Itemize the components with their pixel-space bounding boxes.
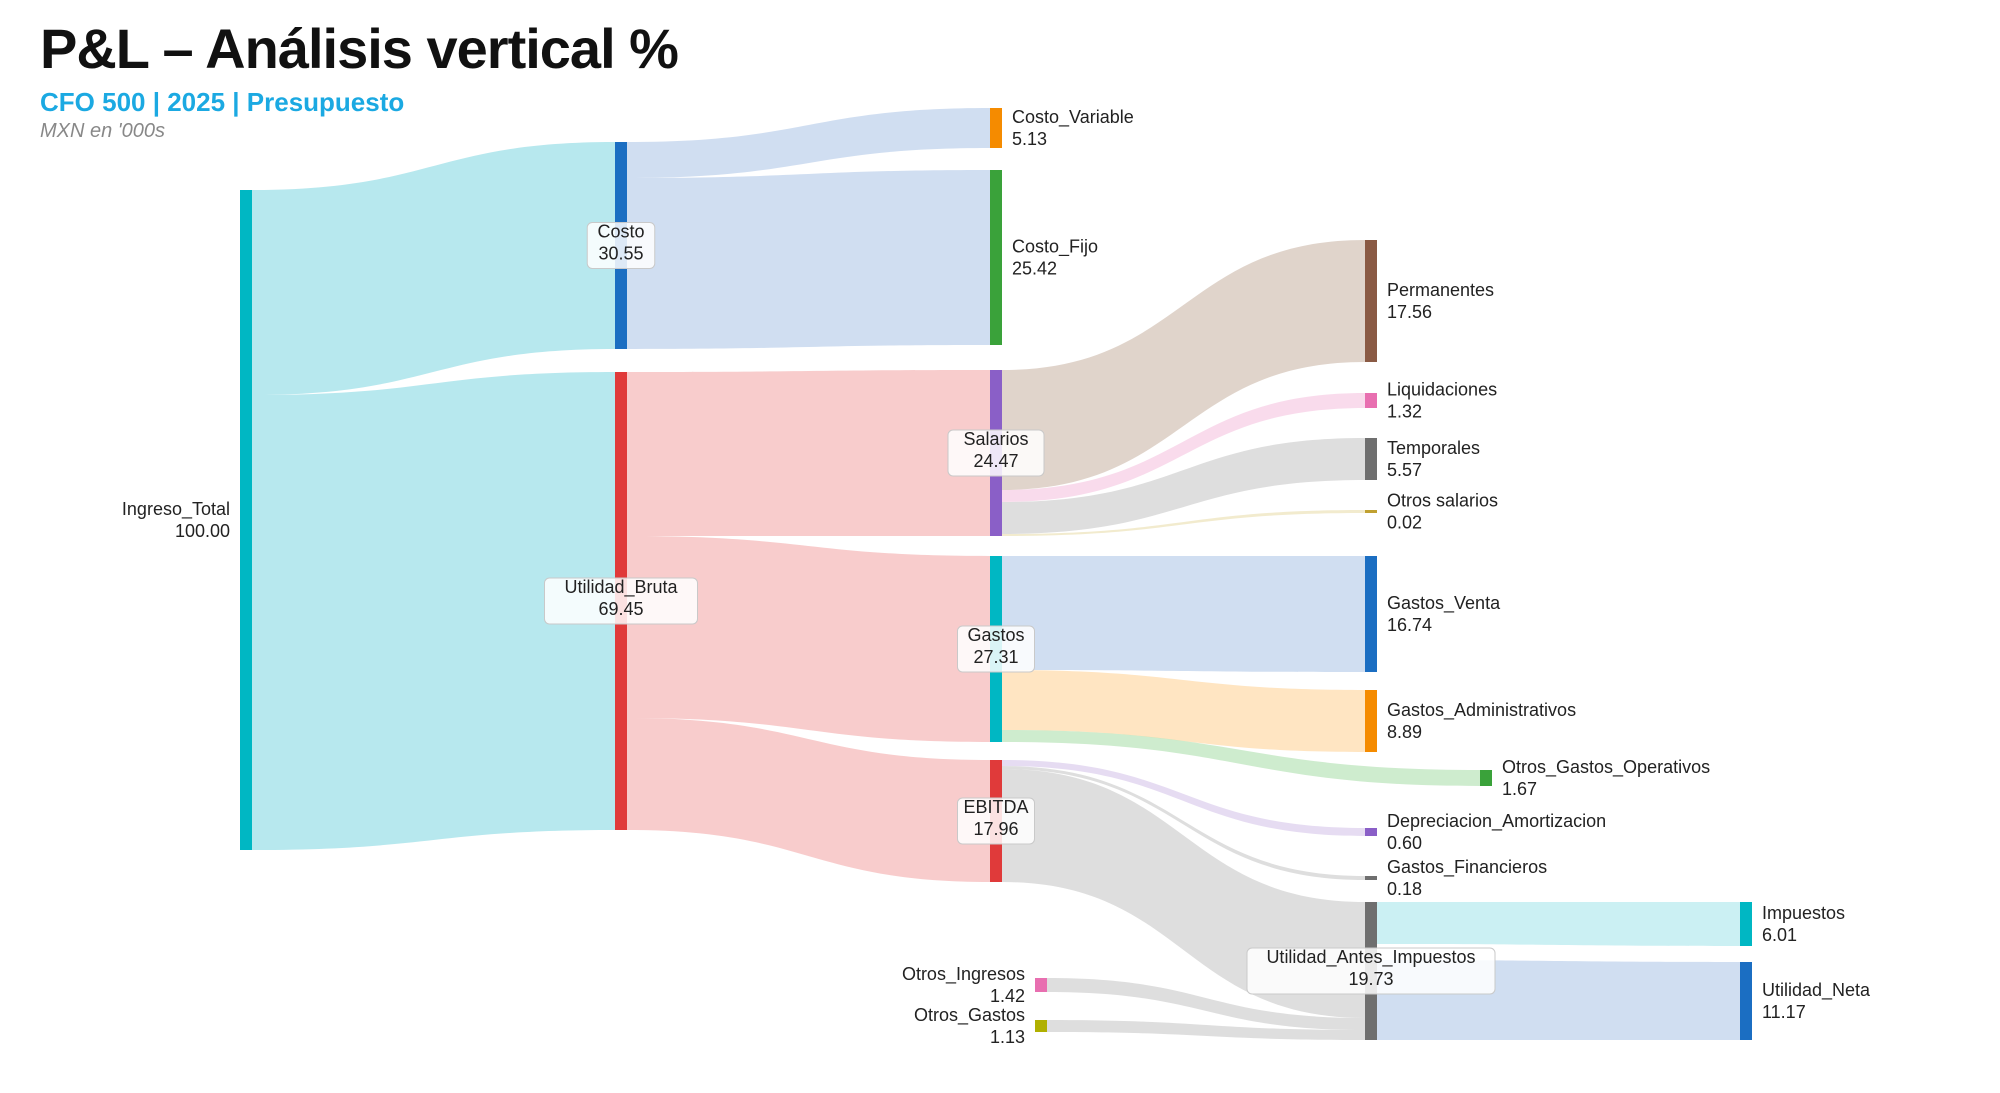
- node-value: 100.00: [175, 521, 230, 541]
- sankey-link: [627, 108, 990, 178]
- node-value: 5.13: [1012, 129, 1047, 149]
- node-label: Otros_Gastos: [914, 1005, 1025, 1026]
- node-label: Liquidaciones: [1387, 379, 1497, 399]
- sankey-node-gastos_fin: [1365, 876, 1377, 880]
- node-label: Utilidad_Bruta: [564, 577, 678, 598]
- node-label: Gastos_Administrativos: [1387, 700, 1576, 721]
- node-value: 0.02: [1387, 512, 1422, 532]
- sankey-node-otros_ingresos: [1035, 978, 1047, 992]
- sankey-node-gastos_venta: [1365, 556, 1377, 672]
- node-label: Salarios: [963, 429, 1028, 449]
- node-value: 1.32: [1387, 401, 1422, 421]
- node-value: 1.42: [990, 986, 1025, 1006]
- node-label-box: Salarios24.47: [948, 429, 1044, 476]
- sankey-link: [627, 170, 990, 349]
- sankey-node-costo_variable: [990, 108, 1002, 148]
- node-label-box: Gastos27.31: [958, 625, 1035, 672]
- node-label: Gastos: [967, 625, 1024, 645]
- node-label: Utilidad_Neta: [1762, 980, 1871, 1001]
- node-value: 17.56: [1387, 302, 1432, 322]
- sankey-node-otros_gastos: [1035, 1020, 1047, 1032]
- sankey-node-otros_gastos_op: [1480, 770, 1492, 786]
- node-label: Depreciacion_Amortizacion: [1387, 811, 1606, 832]
- node-label: Costo: [597, 222, 644, 242]
- node-label-box: Costo30.55: [587, 222, 655, 269]
- node-value: 27.31: [973, 647, 1018, 667]
- sankey-node-permanentes: [1365, 240, 1377, 362]
- node-value: 0.60: [1387, 833, 1422, 853]
- node-label-box: Utilidad_Antes_Impuestos19.73: [1247, 947, 1495, 994]
- sankey-node-dep_amort: [1365, 828, 1377, 836]
- node-value: 1.13: [990, 1027, 1025, 1047]
- node-label: Ingreso_Total: [122, 499, 230, 520]
- node-value: 17.96: [973, 819, 1018, 839]
- node-value: 24.47: [973, 451, 1018, 471]
- sankey-link: [627, 536, 990, 742]
- node-label: Utilidad_Antes_Impuestos: [1266, 947, 1475, 968]
- node-value: 25.42: [1012, 258, 1057, 278]
- sankey-node-temporales: [1365, 438, 1377, 480]
- node-label: Costo_Variable: [1012, 107, 1134, 128]
- node-label: Gastos_Venta: [1387, 593, 1501, 614]
- node-value: 11.17: [1762, 1002, 1806, 1022]
- sankey-link: [1002, 556, 1365, 672]
- sankey-node-utilidad_neta: [1740, 962, 1752, 1040]
- node-label: Permanentes: [1387, 280, 1494, 300]
- node-label: Impuestos: [1762, 903, 1845, 923]
- sankey-link: [1377, 902, 1740, 946]
- node-value: 30.55: [598, 244, 643, 264]
- sankey-node-ingreso_total: [240, 190, 252, 850]
- node-value: 69.45: [598, 599, 643, 619]
- node-value: 6.01: [1762, 925, 1797, 945]
- sankey-node-costo_fijo: [990, 170, 1002, 345]
- node-value: 5.57: [1387, 460, 1422, 480]
- sankey-node-liquidaciones: [1365, 393, 1377, 408]
- node-value: 8.89: [1387, 722, 1422, 742]
- node-label: Otros salarios: [1387, 490, 1498, 510]
- node-label: Gastos_Financieros: [1387, 857, 1547, 878]
- node-label: Costo_Fijo: [1012, 236, 1098, 257]
- sankey-chart: Ingreso_Total100.00 Costo30.55 Utilidad_Br…: [0, 0, 2000, 1093]
- node-label-box: Utilidad_Bruta69.45: [545, 577, 698, 624]
- node-value: 0.18: [1387, 879, 1422, 899]
- node-label: EBITDA: [963, 797, 1028, 817]
- sankey-link: [252, 142, 615, 395]
- node-label-box: EBITDA17.96: [958, 797, 1035, 844]
- sankey-node-impuestos: [1740, 902, 1752, 946]
- node-value: 16.74: [1387, 615, 1432, 635]
- sankey-link: [627, 370, 990, 536]
- node-value: 1.67: [1502, 779, 1537, 799]
- node-value: 19.73: [1348, 969, 1393, 989]
- sankey-node-otros_salarios: [1365, 510, 1377, 513]
- sankey-node-gastos_admin: [1365, 690, 1377, 752]
- sankey-link: [627, 718, 990, 882]
- node-label: Otros_Ingresos: [902, 964, 1025, 985]
- node-label: Temporales: [1387, 438, 1480, 458]
- node-label: Otros_Gastos_Operativos: [1502, 757, 1710, 778]
